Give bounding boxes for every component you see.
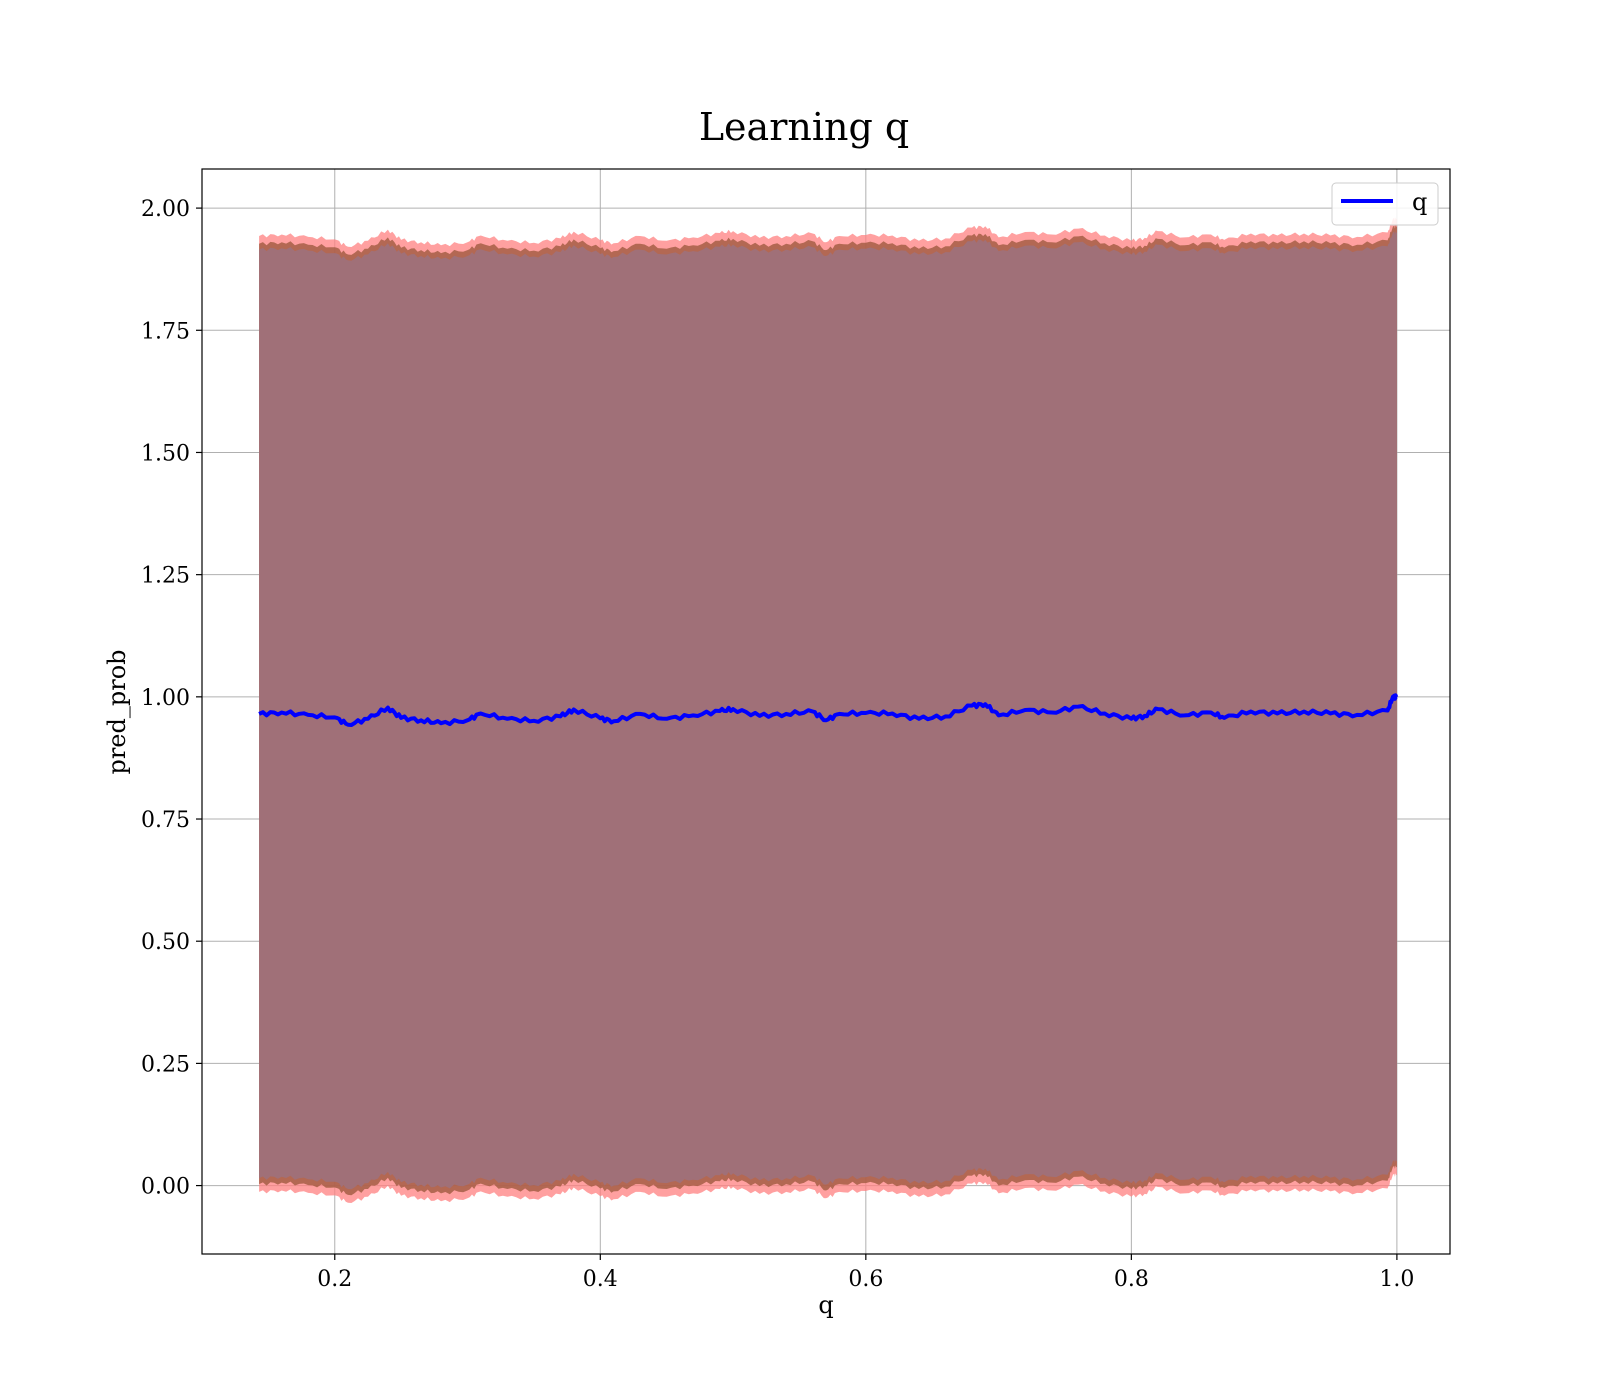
y-tick-label: 1.75 bbox=[141, 319, 190, 344]
x-tick-label: 0.8 bbox=[1114, 1267, 1149, 1292]
y-tick-label: 0.75 bbox=[141, 808, 190, 833]
x-tick-label: 0.6 bbox=[848, 1267, 883, 1292]
y-tick-label: 0.25 bbox=[141, 1052, 190, 1077]
y-tick-label: 0.00 bbox=[141, 1175, 190, 1200]
x-ticks: 0.2 0.4 0.6 0.8 1.0 bbox=[317, 1254, 1414, 1292]
uncertainty-bands bbox=[259, 217, 1397, 1204]
axes-frame bbox=[201, 168, 1451, 1255]
series-line-q bbox=[258, 693, 1399, 727]
x-axis-label: q bbox=[818, 1291, 833, 1319]
y-tick-label: 2.00 bbox=[141, 197, 190, 222]
y-tick-label: 1.25 bbox=[141, 564, 190, 589]
y-tick-label: 1.00 bbox=[141, 686, 190, 711]
y-axis-label: pred_prob bbox=[103, 649, 131, 774]
band-inner bbox=[259, 231, 1397, 1190]
y-ticks: 0.00 0.25 0.50 0.75 1.00 1.25 1.50 1.75 2.00 bbox=[141, 197, 202, 1200]
legend: q bbox=[1331, 182, 1439, 226]
y-tick-label: 0.50 bbox=[141, 930, 190, 955]
y-tick-label: 1.50 bbox=[141, 441, 190, 466]
x-tick-label: 0.2 bbox=[317, 1267, 352, 1292]
series-layer bbox=[258, 693, 1399, 727]
legend-label-q: q bbox=[1412, 188, 1427, 216]
x-tick-label: 0.4 bbox=[583, 1267, 618, 1292]
legend-box bbox=[1331, 182, 1439, 226]
x-tick-label: 1.0 bbox=[1379, 1267, 1414, 1292]
chart-title: Learning q bbox=[699, 105, 909, 149]
